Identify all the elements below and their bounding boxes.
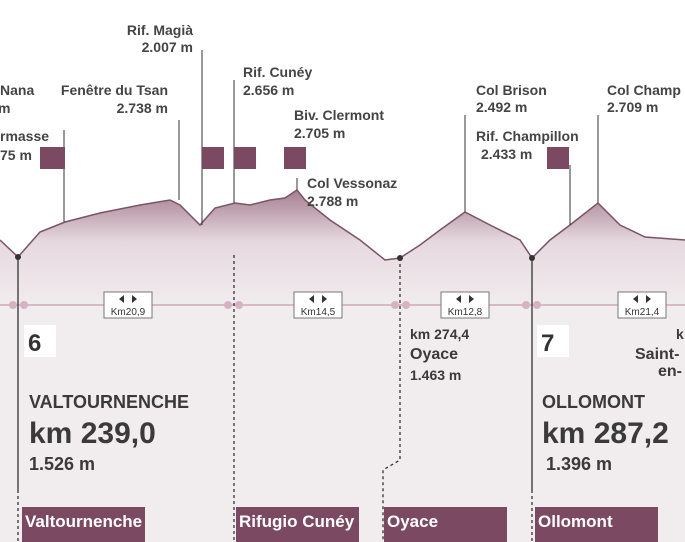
distance-label: Km20,9 [111,307,146,318]
tabs: Valtournenche Rifugio Cunéy Oyace Ollomo… [22,507,658,542]
stage-km: km 239,0 [29,417,156,450]
stage-elevation: 1.526 m [29,454,95,474]
stage-badge [24,325,56,357]
peak-name: Rif. Magià [127,22,193,38]
stage-badge [537,325,569,357]
stage-number: 7 [541,330,554,357]
stage-km: km 274,4 [410,326,469,342]
profile-line [0,188,685,261]
tab [22,507,145,542]
distance-markers: Km20,9 Km14,5 Km12,8 Km21,4 [103,291,667,319]
peak-name: Rif. Champillon [476,128,579,144]
peak-labels: Nana m rmasse 75 m Fenêtre du Tsan 2.738… [0,22,681,209]
stage-elevation: 1.396 m [546,454,612,474]
stage-name: OLLOMONT [542,392,645,412]
stage-name: Oyace [410,346,458,363]
peak-elevation: 75 m [0,147,32,163]
peak-name: Rif. Cunéy [243,64,312,80]
distance-label: Km14,5 [301,307,336,318]
distance-box [293,291,343,319]
stage-labels: 6 VALTOURNENCHE km 239,0 1.526 m km 274,… [24,325,684,474]
peak-elevation: 2.788 m [307,193,358,209]
stage-name: VALTOURNENCHE [29,392,189,412]
stage-km: km 287,2 [542,417,669,450]
tab-label: Oyace [387,512,438,531]
tab-label: Ollomont [538,512,613,531]
peak-name: Col Champ [607,82,681,98]
hut-icons [40,147,569,169]
distance-arrows [456,295,474,303]
distance-arrows [633,295,651,303]
peak-elevation: m [0,100,10,116]
lower-band [0,300,685,542]
distance-arrows [119,295,137,303]
distance-box [103,291,153,319]
peak-elevation: 2.709 m [607,99,658,115]
peak-elevation: 2.007 m [142,39,193,55]
stage-number: 6 [28,330,41,357]
distance-box [617,291,667,319]
route-dots [9,301,541,309]
stage-dots [15,254,535,261]
tab [384,507,507,542]
peak-elevation: 2.433 m [481,146,532,162]
leader-lines [63,50,599,225]
distance-label: Km21,4 [625,307,660,318]
tab [236,507,359,542]
stage-elevation: 1.463 m [410,367,461,383]
peak-elevation: 2.492 m [476,99,527,115]
peak-elevation: 2.656 m [243,82,294,98]
peak-name: rmasse [0,128,49,144]
profile-area [0,190,685,305]
distance-label: Km12,8 [448,307,483,318]
stage-name: en- [658,363,682,380]
distance-arrows [309,295,327,303]
stage-km: k [676,326,684,342]
peak-name: Fenêtre du Tsan [61,82,168,98]
peak-name: Nana [0,82,34,98]
tab-label: Valtournenche [25,512,142,531]
peak-elevation: 2.738 m [117,100,168,116]
peak-name: Col Vessonaz [307,175,397,191]
tab-label: Rifugio Cunéy [239,512,355,531]
peak-elevation: 2.705 m [294,125,345,141]
stage-lines [17,255,533,542]
distance-box [440,291,490,319]
peak-name: Biv. Clermont [294,107,384,123]
peak-name: Col Brison [476,82,547,98]
stage-name: Saint- [635,346,679,363]
tab [535,507,658,542]
